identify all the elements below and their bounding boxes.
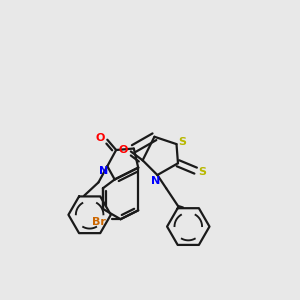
Text: N: N xyxy=(99,167,108,176)
Text: N: N xyxy=(151,176,160,186)
Text: S: S xyxy=(178,137,186,147)
Text: S: S xyxy=(198,167,206,177)
Text: O: O xyxy=(119,145,128,155)
Text: Br: Br xyxy=(92,217,105,227)
Text: O: O xyxy=(95,133,105,143)
